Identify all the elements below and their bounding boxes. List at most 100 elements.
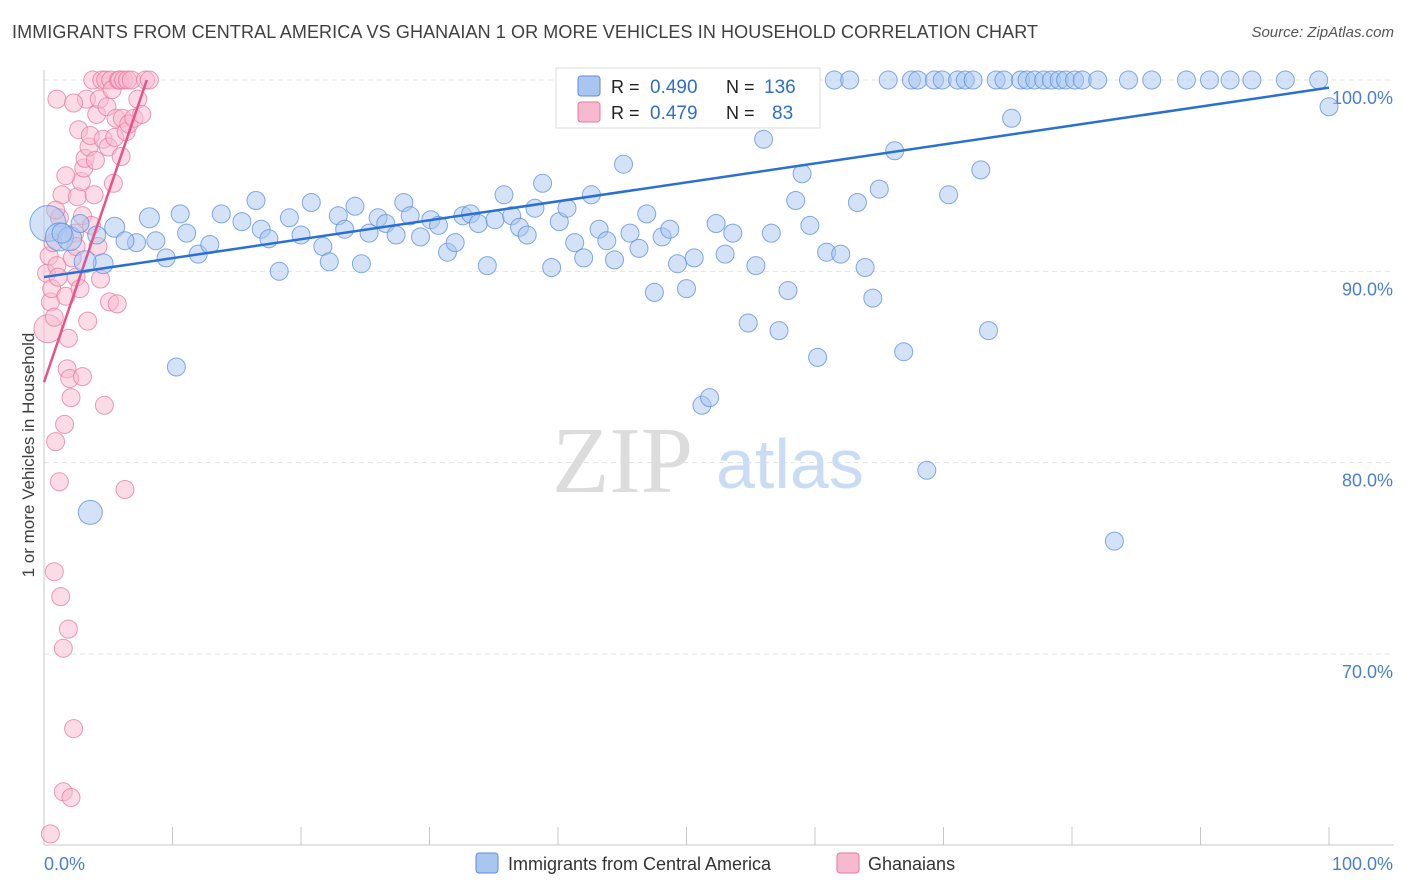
legend-r-value-blue: 0.490 [650,77,698,98]
central-america-point [1275,70,1295,90]
central-america-point [146,231,166,251]
y-tick-label: 80.0% [1342,471,1393,491]
central-america-point [637,204,657,224]
central-america-point [1200,70,1219,90]
central-america-point [855,258,875,277]
stats-legend: R = 0.490 N = 136 R = 0.479 N = 83 [555,67,821,129]
ghanaian-point [107,294,127,314]
watermark-zip: ZIP [552,409,693,513]
central-america-point [51,222,73,244]
central-america-point [620,223,640,243]
ghanaian-point [85,150,105,170]
central-america-point [533,173,553,193]
central-america-point [386,225,406,245]
central-america-point [769,321,789,341]
central-america-point [485,210,505,230]
central-america-point [847,193,867,212]
legend-r-value-pink: 0.479 [650,103,698,124]
ghanaian-point [58,619,78,639]
central-america-point [565,233,585,253]
central-america-point [542,258,562,277]
y-tick-labels: 70.0% 80.0% 90.0% 100.0% [1332,88,1393,682]
central-america-point [1002,108,1022,128]
central-america-point [574,248,594,268]
central-america-point [269,261,289,281]
central-america-point [232,212,252,232]
ghanaian-point [64,719,84,739]
bottom-legend-label-pink: Ghanaians [868,854,955,874]
central-america-point [684,248,704,268]
chart-title: IMMIGRANTS FROM CENTRAL AMERICA VS GHANA… [12,22,1039,42]
y-axis-label: 1 or more Vehicles in Household [19,333,38,578]
central-america-point [1319,97,1339,117]
central-america-point [715,244,735,264]
y-tick-label: 100.0% [1332,88,1393,108]
grid-lines [44,79,1394,655]
legend-n-value-blue: 136 [764,77,796,98]
central-america-point [1142,70,1162,90]
ghanaian-point [46,432,66,452]
x-tick-label-max: 100.0% [1332,854,1393,874]
central-america-point [335,219,355,239]
central-america-point [477,256,497,276]
central-america-trend-line [43,86,1330,279]
central-america-point [878,70,898,90]
central-america-point [754,129,774,149]
central-america-point [677,279,696,299]
watermark: ZIP atlas [552,409,864,513]
central-america-point [1176,70,1196,90]
central-america-point [939,185,959,205]
watermark-atlas: atlas [716,425,864,503]
ghanaians-trend-line [42,79,148,383]
central-america-point [963,70,983,90]
central-america-point [746,256,766,276]
ghanaian-point [84,185,104,205]
legend-n-label-pink: N = [726,103,755,123]
central-america-point [246,191,266,210]
central-america-point [517,225,537,245]
ghanaian-point [139,70,159,90]
y-tick-label: 90.0% [1342,279,1393,299]
bottom-legend-label-blue: Immigrants from Central America [508,854,772,874]
ghanaians-points [33,70,159,844]
central-america-point [994,70,1014,90]
bottom-legend: Immigrants from Central America Ghanaian… [475,852,955,874]
ghanaian-point [61,388,81,408]
central-america-point [831,244,851,264]
central-america-point [979,321,998,341]
central-america-point [597,231,617,251]
central-america-point [660,219,680,239]
central-america-point [971,160,991,180]
central-america-point [894,342,914,362]
legend-n-label-blue: N = [726,77,755,97]
central-america-point [104,216,126,238]
central-america-point [170,204,190,224]
ghanaian-point [47,89,67,109]
central-america-point [808,347,828,367]
central-america-point [863,288,883,308]
ghanaian-point [64,93,84,113]
central-america-point [345,196,365,216]
central-america-point [1309,70,1329,90]
central-america-point [869,179,889,199]
central-america-point [786,191,806,210]
central-america-point [738,313,758,333]
central-america-point [77,499,103,525]
central-america-point [908,70,928,90]
x-tick-label-min: 0.0% [44,854,85,874]
ghanaian-point [53,638,73,658]
central-america-point [706,214,726,233]
ghanaian-point [78,311,98,331]
source-label: Source: ZipAtlas.com [1251,24,1394,41]
central-america-point [468,214,488,233]
legend-n-value-pink: 83 [772,103,793,124]
central-america-point [319,252,339,272]
x-ticks [172,827,1330,845]
central-america-point [614,154,633,174]
central-america-point [138,207,160,229]
central-america-point [644,282,664,302]
ghanaian-point [55,414,75,434]
central-america-point [840,70,860,90]
ghanaian-point [94,395,114,415]
central-america-point [800,215,820,235]
